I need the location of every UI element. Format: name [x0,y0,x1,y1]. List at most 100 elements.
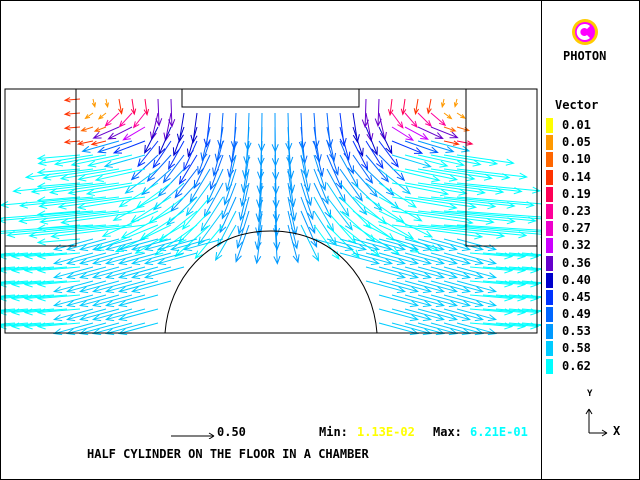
vector-arrow [352,154,374,185]
vector-arrow [107,126,133,140]
vector-arrow [352,252,394,266]
vector-arrow [36,308,81,316]
vector-arrow [456,280,498,294]
vector-arrow [352,210,396,241]
vector-arrow [391,154,432,169]
vector-arrow [152,182,185,211]
vector-arrow [94,168,146,182]
vector-arrow [456,154,515,166]
vector-arrow [1,196,94,209]
vector-arrow [1,210,94,219]
vector-arrow [132,112,146,129]
vector-arrow [104,252,146,266]
vector-arrow [443,266,485,280]
vector-arrow [91,98,97,109]
vector-arrow [52,252,94,266]
vector-arrow [77,168,133,182]
vector-arrow [443,140,460,146]
legend-swatch [546,135,553,151]
vector-arrow [24,168,94,181]
vector-arrow [10,280,55,288]
vector-arrow [453,98,459,108]
legend-label: 0.14 [562,169,591,184]
vector-arrow [400,98,407,116]
vector-arrow [134,224,185,254]
vector-arrow [118,182,159,208]
vector-arrow [430,154,482,167]
vector-arrow [92,126,120,139]
legend-swatch [546,169,553,185]
vector-arrow [456,322,498,336]
vector-arrow [326,126,337,163]
vector-arrow [521,308,541,312]
vector-arrow [130,238,172,252]
vector-arrow [326,196,353,231]
vector-arrow [1,252,29,256]
vector-arrow [91,322,133,336]
vector-arrow [417,252,459,266]
photon-logo-icon [572,19,598,45]
vector-arrow [36,196,81,204]
vector-arrow [339,238,381,252]
vector-arrow [456,308,498,322]
vector-arrow [143,98,150,116]
vector-arrow [378,196,423,222]
vector-arrow [104,98,109,109]
vector-arrow [313,238,355,252]
vector-arrow [87,154,133,168]
vector-arrow [443,224,541,233]
app-name: PHOTON [563,49,607,63]
vector-arrow [93,126,107,132]
vector-arrow [365,266,407,280]
vector-arrow [104,266,146,280]
vector-arrow [12,182,94,195]
legend-label: 0.23 [562,203,591,218]
vector-arrow [135,182,172,209]
legend-swatch [546,255,553,271]
vector-arrow [124,168,159,194]
vector-arrow [174,224,211,258]
vector-arrow [521,280,541,284]
vector-arrow [18,196,107,209]
vector-arrow [103,154,146,168]
vector-arrow [67,182,133,196]
vector-arrow [413,98,420,116]
vector-arrow [404,112,418,128]
vector-arrow [339,252,381,266]
vector-arrow [1,322,42,330]
vector-arrow [65,280,107,294]
vector-arrow [78,294,120,308]
vector-arrow [391,252,433,266]
vector-arrow [430,126,459,139]
legend-label: 0.01 [562,118,591,132]
plot-caption: HALF CYLINDER ON THE FLOOR IN A CHAMBER [87,447,369,461]
vector-arrow [365,182,400,210]
vector-arrow [137,140,159,168]
vector-arrow [76,140,94,146]
legend-swatch [546,203,553,219]
vector-arrow [378,280,420,294]
vector-arrow [430,168,494,181]
legend-label: 0.32 [562,238,591,253]
vector-arrow [18,210,120,225]
legend-swatch [546,272,553,288]
vector-arrow [53,154,107,167]
vector-arrow [352,238,394,252]
vector-arrow [391,182,450,197]
vector-arrow [65,308,107,322]
legend-label: 0.40 [562,272,591,287]
vector-arrow [417,154,466,168]
vector-arrow [417,126,444,139]
legend-swatch [546,324,553,340]
vector-arrow [391,238,433,252]
legend-swatch [546,341,553,357]
vector-arrow [391,294,433,308]
vector-arrow [378,322,420,336]
vector-arrow [90,140,107,146]
vector-arrow [404,126,429,140]
vector-arrow [36,168,81,176]
vector-arrow [456,168,528,180]
vector-arrow [166,196,198,226]
vector-arrow [214,224,237,262]
vector-arrow [430,140,471,153]
